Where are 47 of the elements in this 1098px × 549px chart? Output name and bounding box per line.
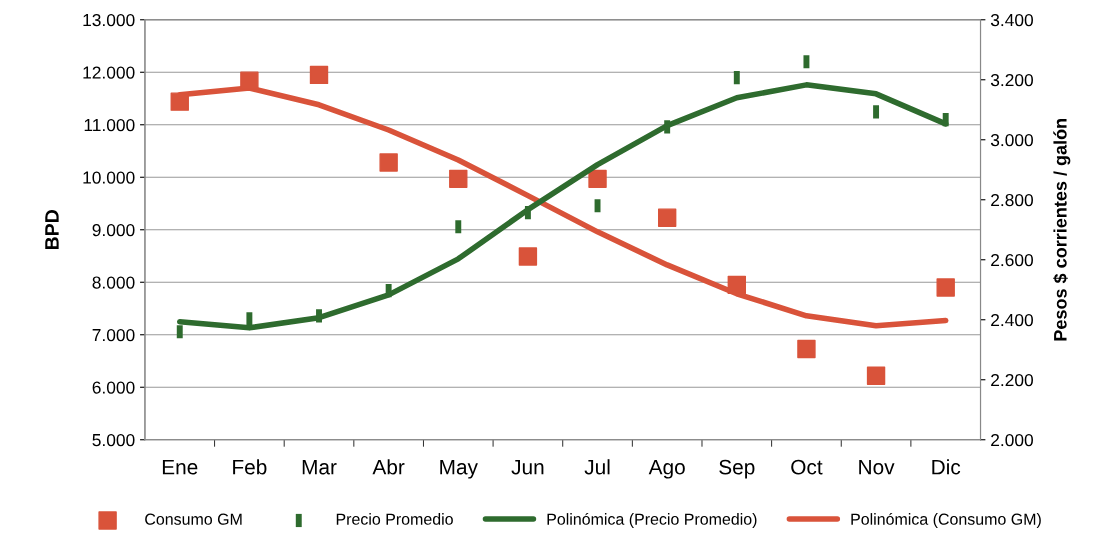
y2-tick-label: 3.000 [990, 133, 1033, 147]
y-tick-label: 7.000 [92, 328, 135, 342]
point [240, 71, 259, 90]
y2-tick-label: 2.400 [991, 313, 1033, 327]
y-tick-label: 11.000 [84, 118, 135, 132]
x-tick-label: Abr [372, 459, 405, 475]
legend-label: Precio Promedio [336, 513, 453, 525]
point [170, 92, 189, 111]
y2-tick-label: 2.200 [991, 373, 1033, 387]
y-tick-label: 5.000 [92, 433, 135, 447]
y-tick-label: 10.000 [83, 171, 135, 184]
y-tick-label: 9.000 [92, 223, 135, 237]
y2-tick-label: 2.600 [991, 253, 1033, 267]
y2-tick-label: 2.800 [991, 193, 1033, 207]
point [866, 366, 886, 385]
x-tick-label: Sep [719, 459, 755, 479]
point [797, 339, 816, 359]
y-tick-label: 8.000 [92, 276, 135, 289]
x-tick-label: May [440, 459, 478, 479]
legend-label: Polinómica (Precio Promedio) [547, 512, 757, 528]
x-tick-label: Nov [859, 459, 895, 475]
x-tick-label: Dic [932, 459, 961, 475]
point [588, 169, 607, 189]
x-tick-label: Jul [584, 459, 610, 475]
point [936, 278, 955, 297]
x-tick-label: Ago [648, 459, 685, 479]
x-tick-label: Jun [511, 459, 544, 475]
y2-axis-title: Pesos $ corrientes / galón [1053, 118, 1071, 341]
y2-tick-label: 3.200 [990, 73, 1033, 87]
y-tick-label: 6.000 [92, 381, 135, 394]
x-tick-label: Feb [233, 459, 267, 475]
y-tick-label: 12.000 [83, 66, 135, 79]
x-tick-label: Ene [162, 459, 198, 475]
y-axis-title: BPD [45, 210, 59, 249]
point [309, 65, 329, 85]
x-tick-label: Mar [302, 459, 337, 475]
point [379, 153, 398, 172]
legend-label: Consumo GM [145, 513, 242, 525]
point [518, 247, 538, 266]
y2-tick-label: 3.400 [990, 13, 1033, 27]
y-tick-label: 13.000 [83, 13, 135, 27]
point [657, 208, 677, 227]
point [727, 275, 747, 295]
y2-tick-label: 2.000 [991, 433, 1033, 447]
x-tick-label: Oct [791, 459, 823, 475]
legend-label: Polinómica (Consumo GM) [851, 512, 1041, 528]
point [449, 169, 468, 189]
